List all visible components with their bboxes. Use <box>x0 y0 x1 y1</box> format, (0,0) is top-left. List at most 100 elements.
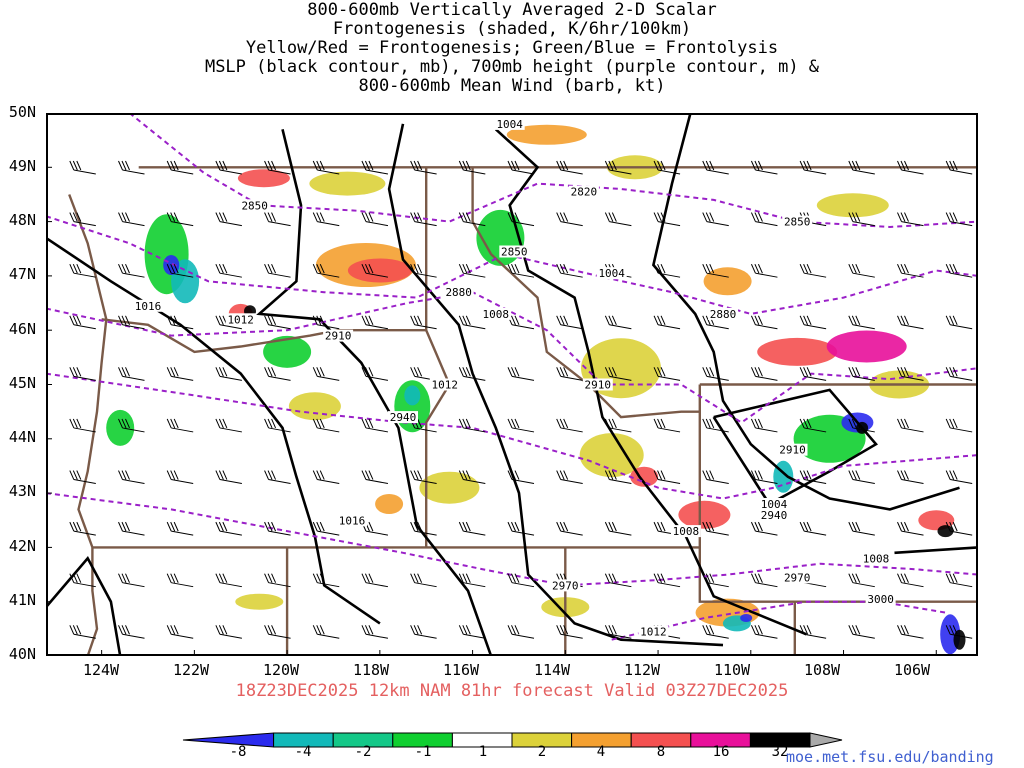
wind-barb <box>264 315 291 330</box>
wind-barb <box>653 315 681 330</box>
wind-barb <box>458 521 486 536</box>
lat-label: 41N <box>8 591 36 609</box>
wind-barb <box>215 212 242 227</box>
isobar-label: 1008 <box>863 552 890 565</box>
wind-barb <box>458 573 486 588</box>
map-frame <box>46 113 978 656</box>
frontogenesis-map: 1004 1004 1008 1012 1012 1016 1016 1008 1004 1008… <box>46 113 978 656</box>
isobar-label-bg <box>596 267 627 280</box>
wind-barb <box>653 160 681 175</box>
wind-barb <box>118 521 145 536</box>
wind-barb <box>69 625 96 639</box>
wind-barb <box>653 212 681 227</box>
wind-barb <box>556 521 583 536</box>
wind-barb <box>750 521 778 536</box>
isobar-label-bg <box>670 525 701 538</box>
isobar-line <box>651 113 960 511</box>
wind-barb <box>118 625 145 639</box>
wind-barb <box>118 160 145 175</box>
isobar-label: 1012 <box>227 313 254 326</box>
isobar-label-bg <box>429 378 460 391</box>
wind-barb <box>653 263 681 278</box>
wind-barb <box>410 315 437 330</box>
wind-barb <box>897 315 924 330</box>
lat-label: 42N <box>8 537 36 555</box>
wind-barb <box>799 418 827 433</box>
height-label-bg <box>568 185 599 198</box>
wind-barb <box>312 263 340 278</box>
wind-barb <box>361 263 389 278</box>
wind-barb <box>215 521 242 536</box>
wind-barb <box>507 470 535 485</box>
wind-barb <box>507 521 535 536</box>
credit-url[interactable]: moe.met.fsu.edu/banding <box>786 748 994 766</box>
height-label-bg <box>865 593 896 605</box>
height-label: 2970 <box>784 571 811 584</box>
wind-barb <box>312 160 340 175</box>
isobar-line <box>894 546 978 555</box>
wind-barb <box>118 263 145 278</box>
wind-barb <box>166 418 194 433</box>
wind-barb <box>750 212 778 227</box>
wind-barb <box>945 212 973 227</box>
height-label: 2850 <box>501 246 528 259</box>
wind-barb <box>945 470 973 485</box>
wind-barb <box>410 625 437 639</box>
height-label: 2940 <box>390 411 417 424</box>
isobar-label-bg <box>759 498 789 510</box>
wind-barb <box>458 625 486 639</box>
wind-barb <box>458 418 486 433</box>
wind-barb <box>848 160 875 175</box>
wind-barb <box>945 418 973 433</box>
isobar-label-bg <box>337 514 367 527</box>
wind-barb <box>653 367 681 381</box>
wind-barb <box>458 367 486 381</box>
wind-barb <box>556 625 583 639</box>
wind-barb <box>897 418 924 433</box>
wind-barb <box>799 160 827 175</box>
height-label: 2820 <box>571 186 598 199</box>
wind-barb <box>361 418 389 433</box>
isobar-label: 1004 <box>761 498 788 511</box>
title-line-3: Yellow/Red = Frontogenesis; Green/Blue =… <box>245 38 779 58</box>
wind-barb <box>799 315 827 330</box>
wind-barb <box>945 263 973 278</box>
frontogenesis-shading <box>506 124 587 145</box>
wind-barb <box>702 625 729 639</box>
isobar-label-bg <box>480 307 511 320</box>
wind-barb <box>604 470 632 485</box>
wind-barb <box>264 160 291 175</box>
wind-barb <box>750 470 778 485</box>
wind-barb <box>653 573 681 588</box>
frontogenesis-shading <box>309 171 386 196</box>
frontogenesis-shading <box>288 392 341 421</box>
title-line-1: 800-600mb Vertically Averaged 2-D Scalar <box>307 0 717 20</box>
frontogenesis-shading <box>263 335 312 368</box>
wind-barb <box>848 573 875 588</box>
wind-barb <box>848 212 875 227</box>
wind-barb <box>264 263 291 278</box>
wind-barb <box>166 160 194 175</box>
wind-barb <box>166 470 194 485</box>
wind-barb <box>312 315 340 330</box>
height-label-bg <box>782 215 813 228</box>
wind-barb <box>361 160 389 175</box>
wind-barb <box>702 573 729 588</box>
wind-barb <box>604 573 632 588</box>
height-label: 2880 <box>710 308 737 321</box>
wind-barb <box>750 625 778 639</box>
wind-barb <box>69 418 96 433</box>
height-label: 2880 <box>445 286 472 299</box>
wind-barb <box>166 263 194 278</box>
height-label: 2850 <box>784 216 811 229</box>
wind-barb <box>702 263 729 278</box>
wind-barb <box>897 263 924 278</box>
wind-barb <box>653 418 681 433</box>
isobar-line <box>712 388 878 506</box>
wind-barb <box>604 315 632 330</box>
wind-barb <box>215 263 242 278</box>
wind-barb <box>215 573 242 588</box>
isobar-label: 1008 <box>673 525 700 538</box>
height-label-bg <box>708 307 738 320</box>
height-label-bg <box>388 411 418 424</box>
